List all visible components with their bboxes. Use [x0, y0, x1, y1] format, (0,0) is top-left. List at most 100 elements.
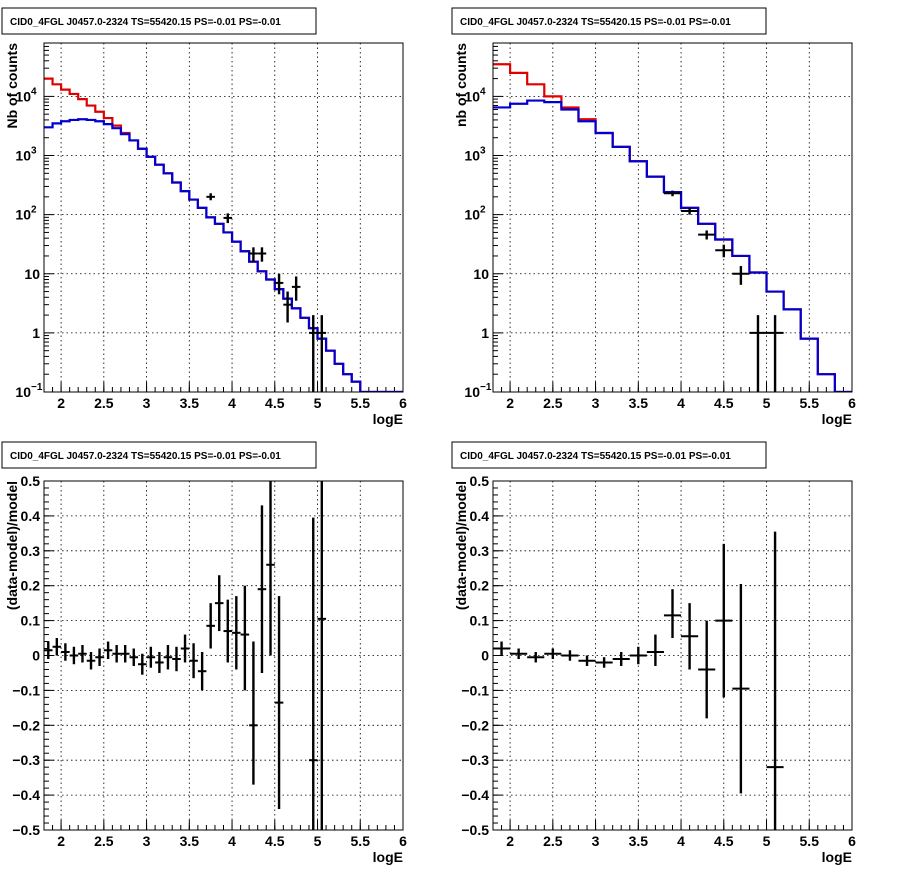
data-point [681, 207, 699, 215]
data-point [172, 646, 181, 672]
panel-top-left: CID0_4FGL J0457.0-2324 TS=55420.15 PS=-0… [1, 7, 407, 427]
data-point [308, 517, 318, 830]
title-box [451, 441, 767, 469]
y-tick-label: 0.1 [21, 613, 41, 629]
data-layer [44, 481, 327, 830]
y-tick-label: 10 2 [15, 205, 37, 223]
x-tick-label: 3 [143, 833, 151, 849]
x-tick-label: 5.5 [351, 395, 371, 411]
y-tick-label: 1 [481, 325, 489, 341]
series-blue-histogram [44, 118, 403, 392]
x-axis-label: logE [822, 849, 852, 865]
chart-title: CID0_4FGL J0457.0-2324 TS=55420.15 PS=-0… [10, 17, 281, 28]
x-axis-label: logE [373, 411, 403, 427]
data-point [257, 247, 267, 262]
y-tick-base: 10 [15, 207, 31, 223]
data-layer [493, 531, 784, 830]
y-tick-label: 10 4 [464, 86, 486, 104]
data-point [663, 190, 682, 197]
x-tick-label: 2 [506, 395, 514, 411]
data-point [223, 599, 233, 663]
x-tick-label: 3.5 [629, 833, 649, 849]
x-tick-label: 2.5 [543, 833, 563, 849]
y-tick-label: 0.4 [470, 508, 490, 524]
x-tick-label: 4 [677, 395, 685, 411]
data-point [214, 575, 224, 632]
data-point [232, 596, 241, 670]
y-tick-label: 10 [24, 266, 40, 282]
data-point [749, 315, 767, 392]
x-tick-label: 5.5 [800, 833, 820, 849]
plot-frame [492, 42, 853, 393]
data-point [257, 505, 267, 673]
y-tick-label: −0.2 [12, 717, 40, 733]
y-tick-base: 10 [15, 148, 31, 164]
x-tick-label: 5 [763, 395, 771, 411]
data-point [274, 596, 284, 810]
y-tick-base: 10 [15, 384, 31, 400]
data-point [249, 247, 258, 262]
x-tick-label: 4 [228, 395, 236, 411]
y-tick-label: 0.2 [21, 578, 41, 594]
data-point [266, 481, 275, 656]
y-tick-label: 0.3 [21, 543, 41, 559]
y-tick-label: 10 3 [464, 146, 486, 164]
data-point [197, 652, 207, 691]
x-axis-label: logE [373, 849, 403, 865]
y-axis-label: nb of counts [453, 43, 469, 127]
data-point [308, 315, 318, 392]
title-box [1, 7, 317, 35]
y-tick-label: 10 2 [464, 205, 486, 223]
data-point [732, 266, 750, 285]
x-tick-label: 2.5 [543, 395, 563, 411]
y-tick-exponent: 3 [31, 146, 37, 157]
y-axis-label: (data-model)/model [4, 481, 20, 610]
x-tick-label: 6 [848, 395, 856, 411]
data-point [86, 652, 96, 670]
data-point [715, 543, 733, 698]
data-point [561, 650, 579, 661]
data-layer [44, 77, 403, 392]
x-tick-label: 2.5 [94, 833, 114, 849]
data-point [52, 638, 62, 656]
x-tick-label: 3 [143, 395, 151, 411]
y-tick-label: −0.5 [12, 822, 40, 838]
title-box [1, 441, 317, 469]
chart-title: CID0_4FGL J0457.0-2324 TS=55420.15 PS=-0… [460, 451, 731, 462]
y-tick-label: 10 −1 [15, 382, 42, 400]
data-point [163, 645, 173, 670]
data-point [544, 648, 562, 659]
data-point [317, 315, 327, 392]
x-tick-label: 3 [592, 833, 600, 849]
data-point [527, 652, 545, 663]
data-point [180, 634, 190, 663]
x-tick-label: 4 [228, 833, 236, 849]
x-tick-label: 6 [399, 833, 407, 849]
x-tick-label: 4.5 [714, 395, 734, 411]
x-tick-label: 4.5 [265, 833, 285, 849]
data-point [112, 645, 121, 663]
y-tick-label: 0 [481, 648, 489, 664]
data-point [291, 276, 301, 301]
data-point [681, 603, 699, 670]
data-layer [493, 63, 852, 392]
y-tick-exponent: −1 [480, 382, 492, 393]
x-tick-label: 4.5 [714, 833, 734, 849]
x-tick-label: 6 [848, 833, 856, 849]
y-tick-exponent: 3 [480, 146, 486, 157]
x-tick-label: 4 [677, 833, 685, 849]
data-point [698, 230, 716, 240]
chart-title: CID0_4FGL J0457.0-2324 TS=55420.15 PS=-0… [10, 451, 281, 462]
data-point [612, 652, 630, 666]
data-point [510, 648, 528, 659]
y-tick-exponent: 4 [480, 86, 486, 97]
data-point [189, 643, 198, 679]
panel-top-right: CID0_4FGL J0457.0-2324 TS=55420.15 PS=-0… [451, 7, 856, 427]
data-point [69, 646, 79, 665]
y-tick-label: 0.4 [21, 508, 41, 524]
data-point [629, 646, 647, 665]
data-point [249, 641, 258, 785]
data-point [95, 648, 104, 666]
y-tick-label: −0.2 [461, 717, 489, 733]
data-point [578, 655, 596, 666]
